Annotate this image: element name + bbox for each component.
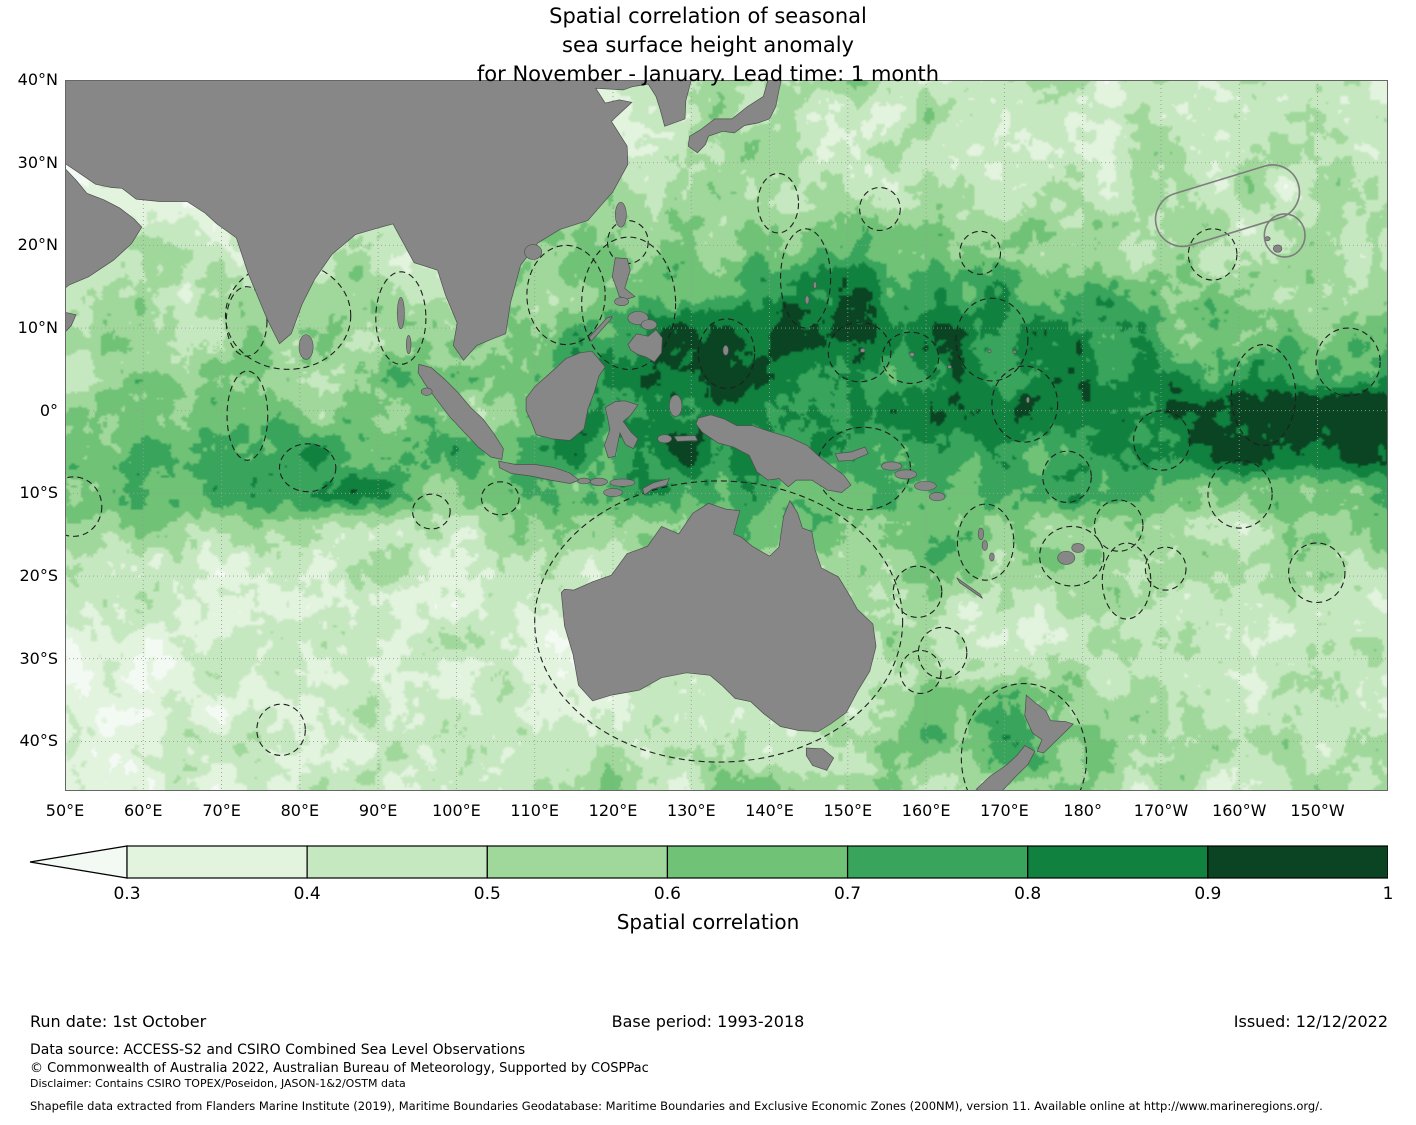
base-period-text: Base period: 1993-2018 — [611, 1012, 805, 1031]
x-axis-tick-label: 110°E — [510, 801, 560, 820]
colorbar-segment — [306, 845, 488, 879]
colorbar-tick-label: 0.3 — [113, 884, 141, 904]
x-axis-tick-label: 160°W — [1212, 801, 1267, 820]
colorbar-tick-label: 0.9 — [1194, 884, 1222, 904]
map-overlay-svg — [65, 80, 1388, 791]
y-axis-tick-label: 40°N — [17, 70, 58, 89]
chart-title-line3: for November - January. Lead time: 1 mon… — [476, 62, 940, 86]
colorbar — [29, 845, 1388, 879]
chart-title: Spatial correlation of seasonal sea surf… — [0, 2, 1416, 89]
colorbar-tick-label: 0.8 — [1014, 884, 1042, 904]
colorbar-tick-label: 0.4 — [293, 884, 321, 904]
shapefile-credit-text: Shapefile data extracted from Flanders M… — [30, 1099, 1323, 1113]
x-axis-tick-label: 180° — [1063, 801, 1102, 820]
map-plot — [65, 80, 1388, 791]
colorbar-tick-label: 0.5 — [473, 884, 501, 904]
x-axis-tick-label: 100°E — [432, 801, 481, 820]
colorbar-tick-label: 0.6 — [653, 884, 681, 904]
x-axis-tick-label: 160°E — [901, 801, 951, 820]
x-axis-tick-label: 170°W — [1133, 801, 1189, 820]
issued-date-text: Issued: 12/12/2022 — [1233, 1012, 1388, 1031]
x-axis-tick-label: 90°E — [358, 801, 398, 820]
x-axis-tick-label: 150°W — [1290, 801, 1345, 820]
x-axis-tick-label: 170°E — [980, 801, 1029, 820]
y-axis-tick-label: 30°S — [19, 648, 58, 668]
x-axis-tick-label: 50°E — [45, 801, 85, 820]
x-axis-tick-label: 80°E — [280, 801, 320, 820]
colorbar-segment — [846, 845, 1029, 879]
chart-title-line2: sea surface height anomaly — [562, 33, 854, 57]
colorbar-segment — [486, 845, 669, 879]
colorbar-segment — [1027, 845, 1209, 879]
y-axis-tick-label: 40°S — [19, 731, 58, 751]
x-axis-tick-label: 60°E — [124, 801, 163, 820]
y-axis-tick-label: 20°N — [17, 235, 58, 255]
x-axis-tick-label: 130°E — [666, 801, 716, 820]
x-axis-tick-label: 70°E — [202, 801, 241, 820]
y-axis-tick-label: 10°S — [19, 483, 58, 503]
run-date-text: Run date: 1st October — [30, 1012, 207, 1031]
x-axis-tick-label: 140°E — [745, 801, 794, 820]
colorbar-underflow-arrow — [29, 845, 128, 879]
data-source-text: Data source: ACCESS-S2 and CSIRO Combine… — [30, 1042, 526, 1058]
colorbar-tick-label: 1 — [1382, 884, 1394, 904]
colorbar-segment — [126, 845, 308, 879]
y-axis-tick-label: 30°N — [17, 152, 58, 172]
y-axis-tick-label: 20°S — [19, 566, 58, 586]
chart-title-line1: Spatial correlation of seasonal — [549, 4, 867, 28]
disclaimer-text: Disclaimer: Contains CSIRO TOPEX/Poseido… — [30, 1077, 406, 1090]
x-axis-tick-label: 150°E — [823, 801, 873, 820]
y-axis-tick-label: 0° — [39, 400, 58, 420]
colorbar-tick-label: 0.7 — [834, 884, 862, 904]
colorbar-label: Spatial correlation — [616, 910, 800, 934]
x-axis-tick-label: 120°E — [588, 801, 638, 820]
colorbar-segment — [1207, 845, 1388, 879]
copyright-text: © Commonwealth of Australia 2022, Austra… — [30, 1061, 649, 1076]
y-axis-tick-label: 10°N — [17, 318, 58, 338]
colorbar-segment — [666, 845, 849, 879]
